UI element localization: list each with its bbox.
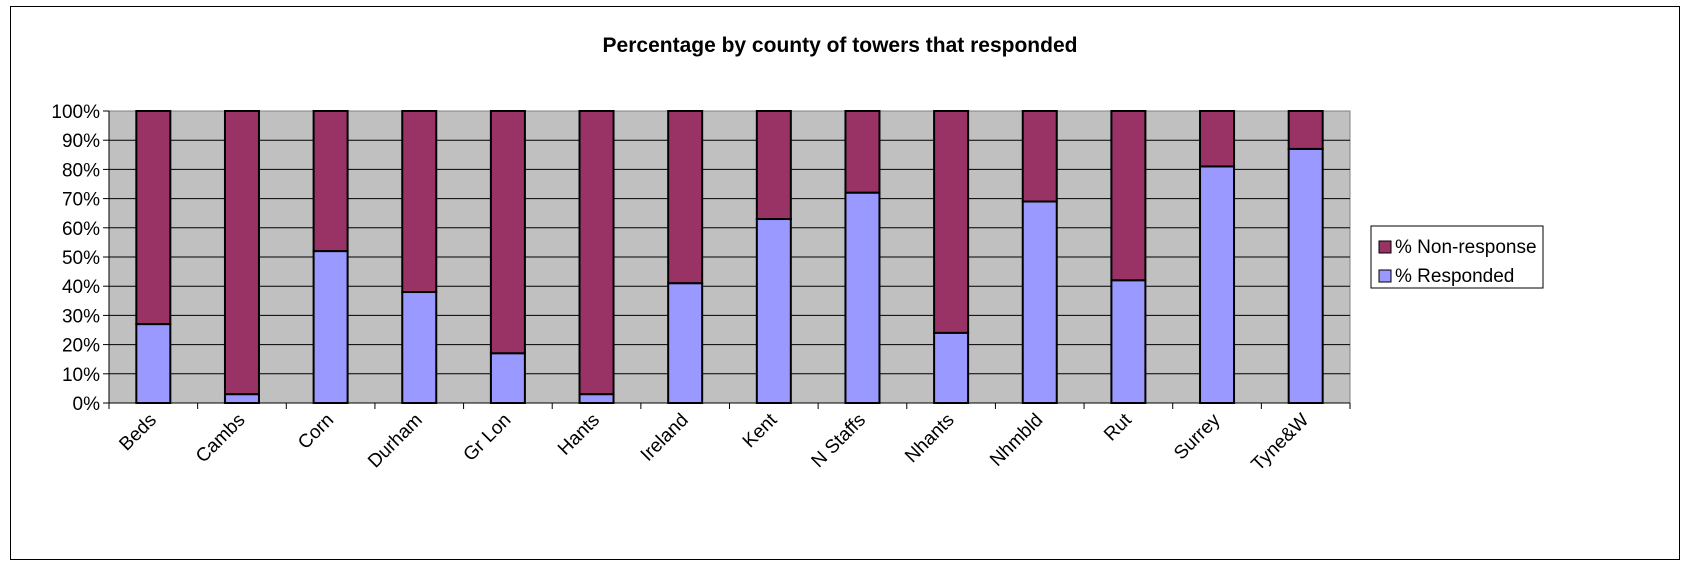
bar-responded	[667, 282, 704, 404]
x-tick-label: Kent	[739, 409, 782, 452]
bar-non-response	[223, 110, 260, 396]
bar-responded	[755, 218, 792, 404]
x-tick-label: Beds	[115, 410, 160, 455]
bar-responded	[844, 191, 881, 404]
x-tick-label: Rut	[1100, 409, 1136, 445]
x-tick-label: Hants	[554, 410, 604, 460]
x-tick-label: Corn	[294, 410, 338, 454]
y-tick-label: 20%	[62, 336, 100, 357]
bar-non-response	[1110, 110, 1147, 282]
bar-non-response	[755, 110, 792, 221]
bar-responded	[135, 323, 172, 404]
bar-responded	[578, 393, 615, 404]
x-tick-label: Durham	[364, 410, 427, 473]
y-tick-label: 0%	[73, 394, 101, 415]
legend-swatch	[1378, 269, 1392, 283]
y-tick-label: 50%	[62, 248, 100, 269]
bar-non-response	[1287, 110, 1324, 150]
bar-responded	[933, 331, 970, 405]
bar-non-response	[667, 110, 704, 285]
bar-non-response	[401, 110, 438, 294]
y-tick-label: 30%	[62, 306, 100, 327]
legend: % Non-response % Responded	[1370, 225, 1544, 289]
bar-responded	[1110, 279, 1147, 404]
y-tick-label: 10%	[62, 365, 100, 386]
legend-box	[1370, 225, 1544, 289]
bar-non-response	[578, 110, 615, 396]
bar-responded	[223, 393, 260, 404]
plot-area: 0% 10% 20% 30% 40% 50% 60% 70% 80% 90% 100% Beds Cam…	[51, 102, 1351, 476]
x-tick-label: Ireland	[637, 410, 693, 466]
legend-swatch	[1378, 240, 1392, 254]
bar-non-response	[135, 110, 172, 326]
chart-frame: Percentage by county of towers that resp…	[10, 6, 1680, 560]
y-tick-label: 70%	[62, 190, 100, 211]
y-tick-label: 40%	[62, 277, 100, 298]
x-tick-label: Nhmbld	[986, 410, 1047, 471]
legend-label: % Responded	[1395, 266, 1514, 287]
bar-responded	[1199, 165, 1236, 404]
chart-title: Percentage by county of towers that resp…	[603, 34, 1078, 57]
bar-responded	[1287, 147, 1324, 404]
bar-responded	[401, 291, 438, 405]
bar-responded	[489, 352, 526, 404]
bar-non-response	[1021, 110, 1058, 203]
x-tick-label: Surrey	[1170, 409, 1225, 464]
bar-responded	[312, 250, 349, 404]
y-tick-label: 90%	[62, 131, 100, 152]
bar-non-response	[489, 110, 526, 355]
x-tick-label: Cambs	[192, 410, 249, 467]
bar-non-response	[933, 110, 970, 334]
bar-non-response	[1199, 110, 1236, 168]
bar-responded	[1021, 200, 1058, 404]
x-tick-label: Tyne&W	[1248, 410, 1314, 476]
y-tick-label: 60%	[62, 219, 100, 240]
bar-non-response	[312, 110, 349, 253]
x-tick-label: Nhants	[901, 410, 958, 467]
bar-non-response	[844, 110, 881, 194]
chart: Percentage by county of towers that resp…	[51, 34, 1544, 476]
legend-label: % Non-response	[1395, 237, 1537, 258]
x-tick-label: Gr Lon	[460, 410, 516, 466]
y-tick-label: 100%	[51, 102, 100, 123]
x-tick-label: N Staffs	[808, 410, 870, 472]
y-tick-label: 80%	[62, 160, 100, 181]
